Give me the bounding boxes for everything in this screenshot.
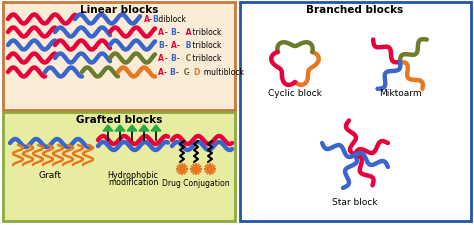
Text: -: - xyxy=(148,15,151,24)
FancyBboxPatch shape xyxy=(240,3,471,221)
Text: Linear blocks: Linear blocks xyxy=(80,5,158,15)
Text: C: C xyxy=(183,54,191,63)
Polygon shape xyxy=(115,126,125,131)
Text: -: - xyxy=(164,41,167,50)
Text: modification: modification xyxy=(108,177,158,186)
Polygon shape xyxy=(139,126,149,131)
FancyBboxPatch shape xyxy=(3,112,235,221)
Text: B: B xyxy=(171,54,176,63)
Text: Drug Conjugation: Drug Conjugation xyxy=(162,178,230,187)
Text: triblock: triblock xyxy=(190,41,221,50)
Text: -: - xyxy=(164,54,167,63)
Text: A: A xyxy=(183,28,191,37)
Text: B: B xyxy=(171,28,176,37)
Text: triblock: triblock xyxy=(190,54,221,63)
Polygon shape xyxy=(103,126,113,131)
Text: A: A xyxy=(171,41,176,50)
Text: Branched blocks: Branched blocks xyxy=(306,5,404,15)
Text: -: - xyxy=(177,41,180,50)
FancyBboxPatch shape xyxy=(3,3,235,110)
Text: -: - xyxy=(164,68,166,77)
Text: -: - xyxy=(175,68,178,77)
Text: triblock: triblock xyxy=(190,28,221,37)
Text: B: B xyxy=(152,15,158,24)
Text: Hydrophobic: Hydrophobic xyxy=(108,170,158,179)
Text: A: A xyxy=(158,28,164,37)
Text: B: B xyxy=(158,41,164,50)
Text: multiblock: multiblock xyxy=(199,68,244,77)
Text: Star block: Star block xyxy=(332,197,378,206)
Text: A: A xyxy=(144,15,150,24)
Text: Grafted blocks: Grafted blocks xyxy=(76,115,162,124)
Text: A: A xyxy=(158,54,164,63)
Text: B: B xyxy=(183,41,191,50)
Text: C: C xyxy=(181,68,190,77)
Text: B: B xyxy=(170,68,175,77)
Text: Cyclic block: Cyclic block xyxy=(268,89,322,98)
Polygon shape xyxy=(127,126,137,131)
Text: Graft: Graft xyxy=(38,170,62,179)
Text: A: A xyxy=(158,68,164,77)
Polygon shape xyxy=(151,126,161,131)
Text: Miktoarm: Miktoarm xyxy=(379,89,421,98)
Text: D: D xyxy=(193,68,199,77)
Text: -: - xyxy=(177,28,180,37)
Text: -: - xyxy=(164,28,167,37)
Text: -: - xyxy=(177,54,180,63)
Text: -: - xyxy=(187,68,190,77)
Text: diblock: diblock xyxy=(156,15,186,24)
